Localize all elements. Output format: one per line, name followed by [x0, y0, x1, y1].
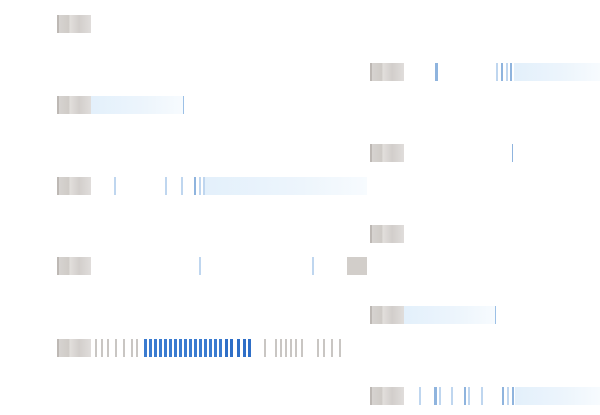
value-tick: [280, 339, 282, 357]
value-tick: [115, 339, 117, 357]
value-tick: [144, 339, 147, 357]
thumbnail-chip-icon: [57, 339, 91, 357]
value-bar: [404, 306, 495, 324]
value-bar: [515, 387, 600, 405]
value-tick: [237, 339, 240, 357]
value-bar: [205, 177, 367, 195]
thumbnail-chip-icon: [370, 387, 404, 405]
value-bar: [91, 96, 183, 114]
value-tick: [435, 63, 438, 81]
left-row-2[interactable]: [57, 96, 357, 114]
value-tick: [95, 339, 97, 357]
value-tick: [301, 339, 303, 357]
value-tick: [149, 339, 152, 357]
value-tick: [323, 339, 325, 357]
right-row-3[interactable]: [370, 225, 600, 243]
value-tick: [194, 339, 197, 357]
thumbnail-chip-icon: [370, 63, 404, 81]
thumbnail-chip-icon: [57, 257, 91, 275]
value-tick: [179, 339, 182, 357]
right-row-4[interactable]: [370, 306, 600, 324]
right-row-2[interactable]: [370, 144, 600, 162]
value-tick: [419, 387, 421, 405]
value-tick: [199, 257, 201, 275]
value-tick: [502, 387, 504, 405]
value-tick: [136, 339, 138, 357]
value-tick: [101, 339, 103, 357]
left-row-3[interactable]: [57, 177, 369, 195]
value-tick: [512, 387, 514, 405]
value-tick: [169, 339, 172, 357]
left-row-1[interactable]: [57, 15, 357, 33]
value-tick: [114, 177, 116, 195]
value-tick: [189, 339, 192, 357]
value-tick: [506, 63, 508, 81]
value-tick: [199, 177, 201, 195]
value-tick: [275, 339, 277, 357]
value-tick: [501, 63, 503, 81]
value-tick: [184, 339, 187, 357]
value-tick: [214, 339, 217, 357]
value-tick: [165, 177, 167, 195]
value-tick: [164, 339, 167, 357]
value-tick: [512, 144, 513, 162]
value-tick: [468, 387, 470, 405]
value-tick: [181, 177, 183, 195]
value-tick: [154, 339, 157, 357]
value-tick: [174, 339, 177, 357]
value-tick: [264, 339, 266, 357]
value-tick: [496, 63, 498, 81]
value-tick: [123, 339, 125, 357]
bar-end-marker: [183, 96, 184, 114]
value-tick: [194, 177, 196, 195]
value-tick: [203, 177, 205, 195]
value-tick: [464, 387, 466, 405]
value-tick: [209, 339, 212, 357]
thumbnail-chip-icon: [370, 144, 404, 162]
value-tick: [107, 339, 109, 357]
bar-end-marker: [495, 306, 496, 324]
thumbnail-chip-icon: [370, 306, 404, 324]
value-tick: [439, 387, 441, 405]
value-tick: [285, 339, 287, 357]
value-tick: [312, 257, 314, 275]
thumbnail-chip-icon: [57, 15, 91, 33]
value-tick: [434, 387, 437, 405]
value-tick: [295, 339, 297, 357]
value-tick: [131, 339, 133, 357]
left-row-4[interactable]: [57, 257, 369, 275]
thumbnail-chip-icon: [57, 177, 91, 195]
value-tick: [481, 387, 483, 405]
value-bar: [514, 63, 600, 81]
value-tick: [451, 387, 453, 405]
value-tick: [510, 63, 512, 81]
value-tick: [507, 387, 509, 405]
value-tick: [331, 339, 333, 357]
value-tick: [243, 339, 246, 357]
value-tick: [225, 339, 228, 357]
value-tick: [219, 339, 222, 357]
value-tick: [317, 339, 319, 357]
value-tick: [248, 339, 251, 357]
value-tick: [290, 339, 292, 357]
value-tick: [199, 339, 202, 357]
thumbnail-chip-icon: [370, 225, 404, 243]
left-row-5[interactable]: [57, 339, 347, 357]
thumbnail-chip-icon: [57, 96, 91, 114]
right-row-5[interactable]: [370, 387, 600, 405]
right-row-1[interactable]: [370, 63, 600, 81]
value-tick: [204, 339, 207, 357]
value-tick: [159, 339, 162, 357]
value-tick: [339, 339, 341, 357]
end-block-icon: [347, 257, 367, 275]
value-tick: [230, 339, 233, 357]
